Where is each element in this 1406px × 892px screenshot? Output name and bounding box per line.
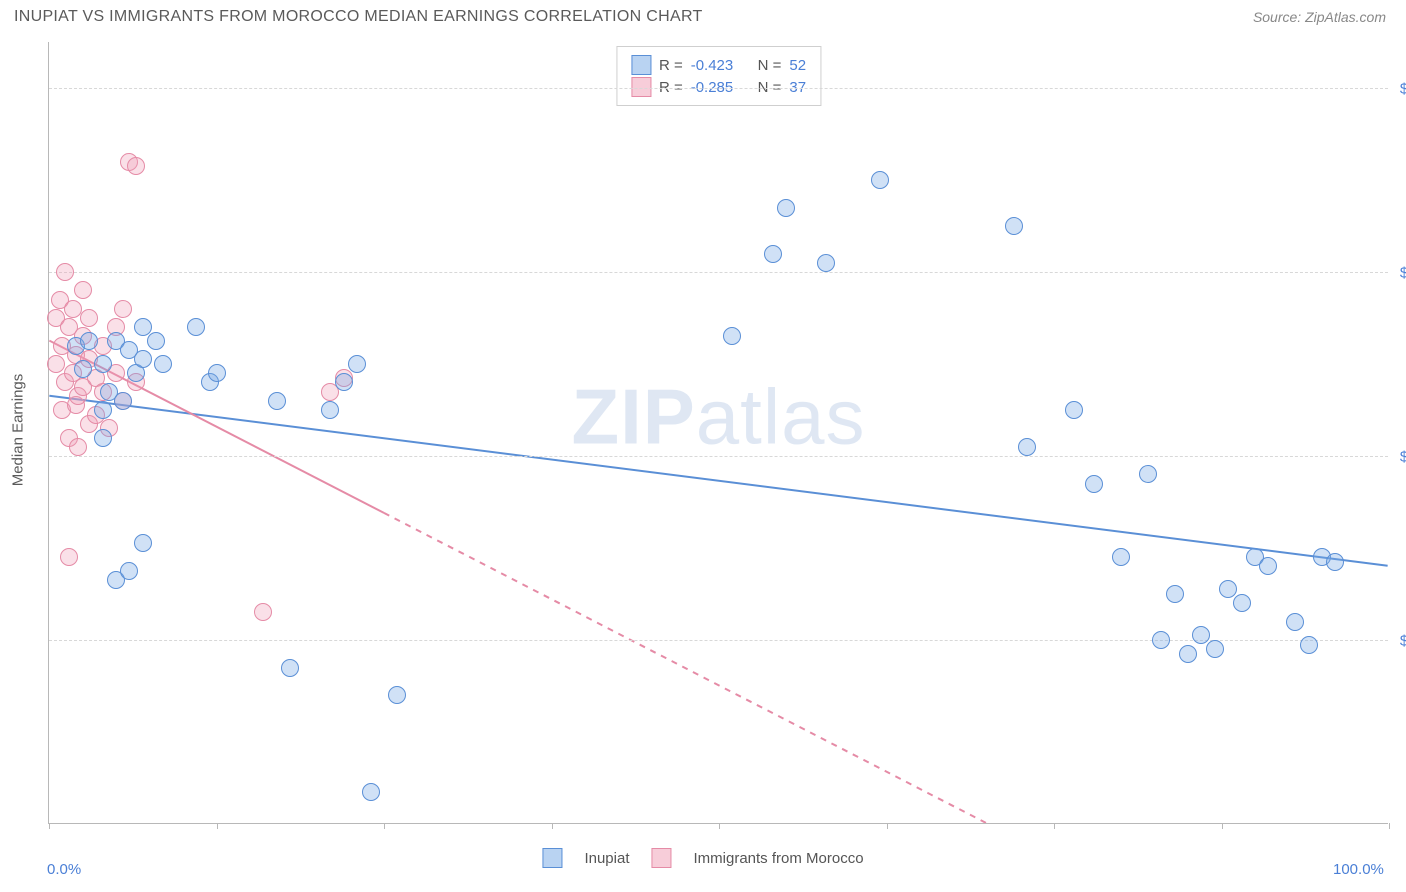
data-point-blue xyxy=(1152,631,1170,649)
y-tick-label: $80,000 xyxy=(1398,81,1406,98)
trend-lines xyxy=(49,42,1388,823)
data-point-blue xyxy=(1112,548,1130,566)
data-point-blue xyxy=(154,355,172,373)
data-point-blue xyxy=(74,360,92,378)
x-tick xyxy=(1222,823,1223,829)
correlation-legend: R = -0.423 N = 52 R = -0.285 N = 37 xyxy=(616,46,821,106)
x-tick xyxy=(49,823,50,829)
data-point-blue xyxy=(348,355,366,373)
data-point-blue xyxy=(1065,401,1083,419)
x-tick-label: 0.0% xyxy=(47,861,81,878)
data-point-blue xyxy=(147,332,165,350)
y-tick-label: $40,000 xyxy=(1398,449,1406,466)
swatch-pink xyxy=(652,848,672,868)
data-point-blue xyxy=(1286,613,1304,631)
data-point-blue xyxy=(208,364,226,382)
data-point-blue xyxy=(362,783,380,801)
data-point-blue xyxy=(134,534,152,552)
data-point-pink xyxy=(74,281,92,299)
data-point-pink xyxy=(69,438,87,456)
data-point-blue xyxy=(1166,585,1184,603)
data-point-blue xyxy=(268,392,286,410)
data-point-pink xyxy=(127,157,145,175)
data-point-blue xyxy=(94,355,112,373)
data-point-blue xyxy=(321,401,339,419)
gridline: $60,000 xyxy=(49,272,1388,273)
legend-label-pink: Immigrants from Morocco xyxy=(694,850,864,867)
data-point-blue xyxy=(1206,640,1224,658)
data-point-pink xyxy=(56,263,74,281)
data-point-blue xyxy=(1018,438,1036,456)
data-point-blue xyxy=(1085,475,1103,493)
chart-area: Median Earnings ZIPatlas R = -0.423 N = … xyxy=(0,30,1406,880)
chart-title: INUPIAT VS IMMIGRANTS FROM MOROCCO MEDIA… xyxy=(14,8,703,26)
y-tick-label: $60,000 xyxy=(1398,265,1406,282)
data-point-pink xyxy=(60,548,78,566)
data-point-blue xyxy=(114,392,132,410)
x-tick xyxy=(1054,823,1055,829)
series-legend: Inupiat Immigrants from Morocco xyxy=(542,848,863,868)
data-point-pink xyxy=(80,309,98,327)
data-point-blue xyxy=(871,171,889,189)
y-axis-title: Median Earnings xyxy=(10,374,27,487)
swatch-blue xyxy=(631,55,651,75)
data-point-blue xyxy=(388,686,406,704)
data-point-blue xyxy=(120,562,138,580)
x-tick xyxy=(719,823,720,829)
data-point-blue xyxy=(1326,553,1344,571)
data-point-blue xyxy=(1233,594,1251,612)
legend-row-pink: R = -0.285 N = 37 xyxy=(631,77,806,97)
data-point-blue xyxy=(187,318,205,336)
data-point-blue xyxy=(817,254,835,272)
data-point-blue xyxy=(764,245,782,263)
data-point-blue xyxy=(80,332,98,350)
data-point-blue xyxy=(1179,645,1197,663)
data-point-pink xyxy=(114,300,132,318)
x-tick-label: 100.0% xyxy=(1333,861,1384,878)
data-point-blue xyxy=(1259,557,1277,575)
data-point-blue xyxy=(1139,465,1157,483)
source-label: Source: ZipAtlas.com xyxy=(1253,9,1386,25)
data-point-blue xyxy=(1300,636,1318,654)
x-tick xyxy=(217,823,218,829)
data-point-blue xyxy=(723,327,741,345)
gridline: $20,000 xyxy=(49,640,1388,641)
data-point-blue xyxy=(777,199,795,217)
watermark: ZIPatlas xyxy=(571,371,865,462)
data-point-blue xyxy=(94,401,112,419)
y-tick-label: $20,000 xyxy=(1398,633,1406,650)
data-point-blue xyxy=(1005,217,1023,235)
data-point-blue xyxy=(281,659,299,677)
data-point-blue xyxy=(94,429,112,447)
legend-label-blue: Inupiat xyxy=(584,850,629,867)
data-point-pink xyxy=(47,355,65,373)
x-tick xyxy=(887,823,888,829)
data-point-pink xyxy=(254,603,272,621)
x-tick xyxy=(384,823,385,829)
x-tick xyxy=(552,823,553,829)
plot-frame: ZIPatlas R = -0.423 N = 52 R = -0.285 N … xyxy=(48,42,1388,824)
data-point-blue xyxy=(134,350,152,368)
x-tick xyxy=(1389,823,1390,829)
swatch-blue xyxy=(542,848,562,868)
legend-row-blue: R = -0.423 N = 52 xyxy=(631,55,806,75)
gridline: $40,000 xyxy=(49,456,1388,457)
data-point-blue xyxy=(335,373,353,391)
swatch-pink xyxy=(631,77,651,97)
gridline: $80,000 xyxy=(49,88,1388,89)
